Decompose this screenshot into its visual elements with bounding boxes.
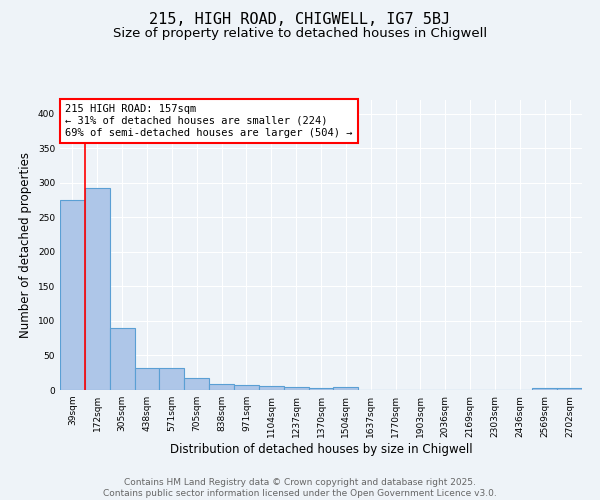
Bar: [160, 368, 184, 390]
Bar: [532, 388, 557, 390]
Text: 215 HIGH ROAD: 157sqm
← 31% of detached houses are smaller (224)
69% of semi-det: 215 HIGH ROAD: 157sqm ← 31% of detached …: [65, 104, 353, 138]
Bar: [259, 386, 284, 390]
Bar: [234, 385, 259, 390]
X-axis label: Distribution of detached houses by size in Chigwell: Distribution of detached houses by size …: [170, 442, 472, 456]
Bar: [557, 388, 582, 390]
Bar: [308, 388, 334, 390]
Bar: [85, 188, 110, 390]
Text: Size of property relative to detached houses in Chigwell: Size of property relative to detached ho…: [113, 28, 487, 40]
Bar: [334, 386, 358, 390]
Y-axis label: Number of detached properties: Number of detached properties: [19, 152, 32, 338]
Bar: [209, 384, 234, 390]
Bar: [110, 328, 134, 390]
Bar: [134, 368, 160, 390]
Bar: [60, 200, 85, 390]
Text: Contains HM Land Registry data © Crown copyright and database right 2025.
Contai: Contains HM Land Registry data © Crown c…: [103, 478, 497, 498]
Bar: [284, 387, 308, 390]
Text: 215, HIGH ROAD, CHIGWELL, IG7 5BJ: 215, HIGH ROAD, CHIGWELL, IG7 5BJ: [149, 12, 451, 28]
Bar: [184, 378, 209, 390]
